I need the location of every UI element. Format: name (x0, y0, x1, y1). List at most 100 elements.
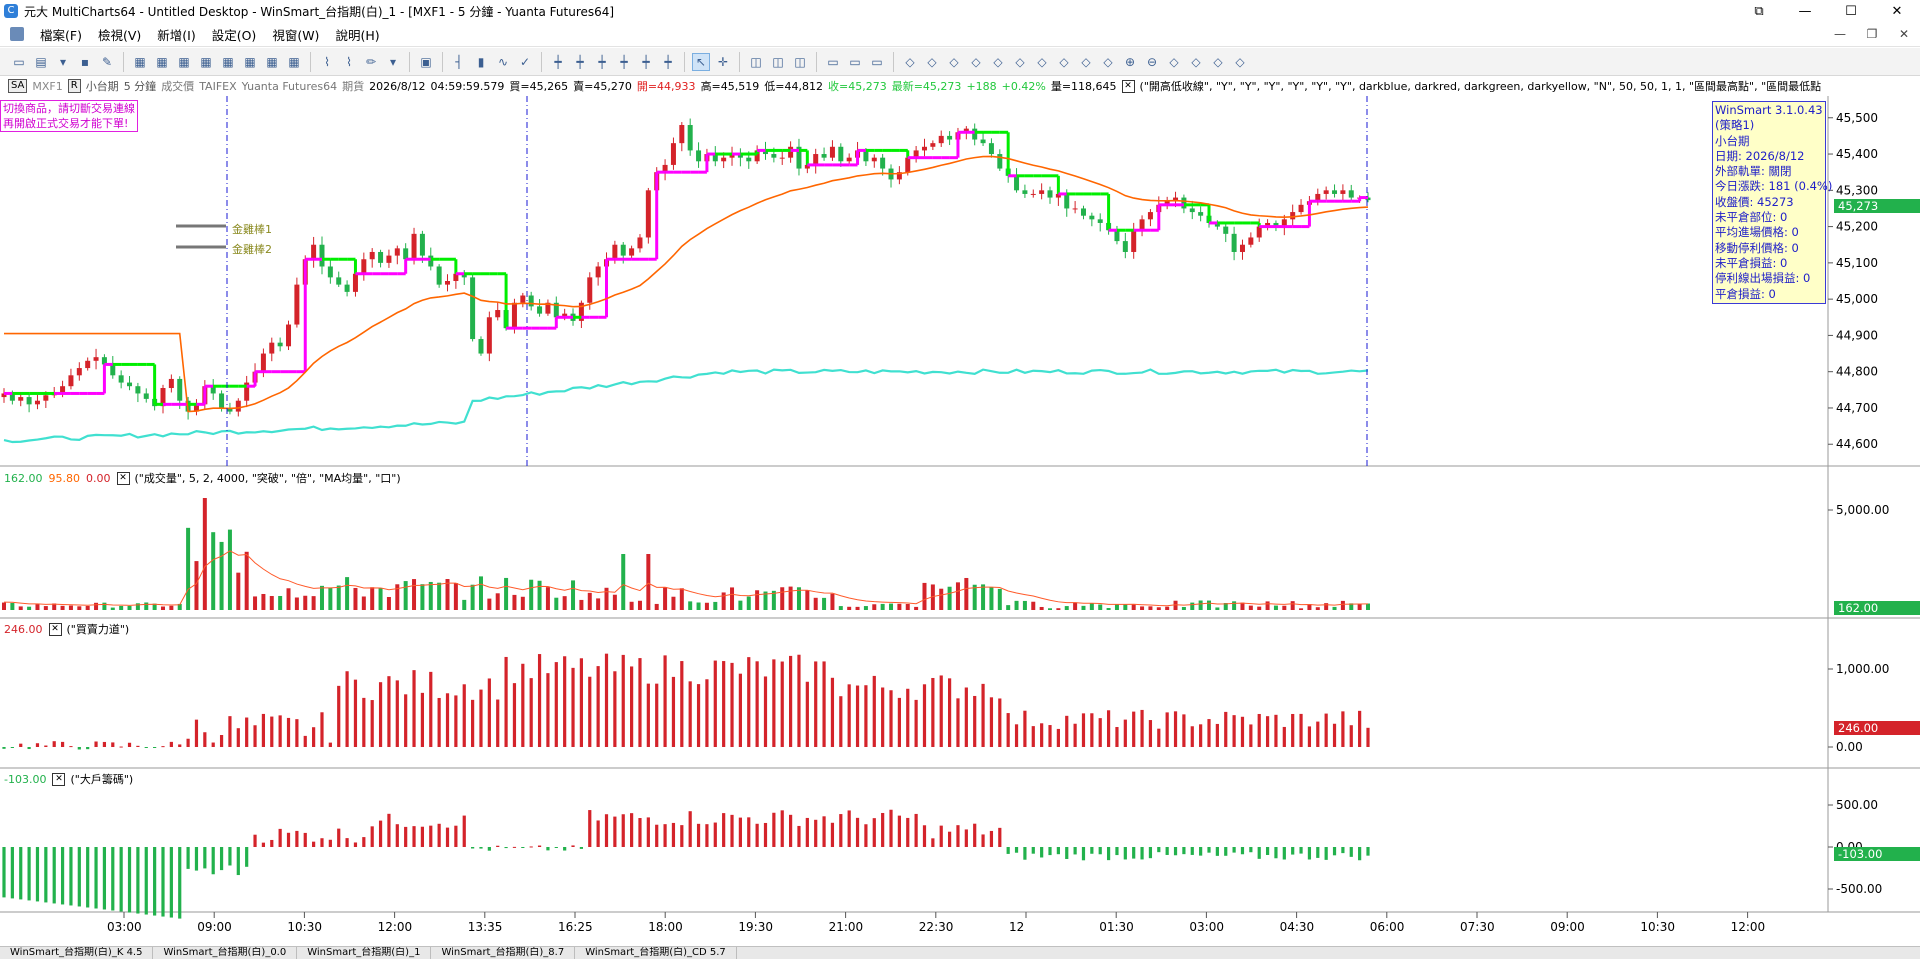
nav-icon[interactable]: ◇ (949, 54, 959, 69)
zoom-in-icon[interactable]: ⊕ (1124, 54, 1136, 69)
chart-icon[interactable]: ▦ (266, 54, 278, 69)
nav-icon[interactable]: ◇ (1169, 54, 1179, 69)
volume-bar (1324, 603, 1329, 610)
snap-button[interactable]: ⧉ (1754, 3, 1764, 19)
sa-dropdown[interactable]: SA (8, 79, 28, 93)
workspace-tab[interactable]: WinSmart_台指期(白)_1 (297, 947, 432, 959)
workspace-tab[interactable]: WinSmart_台指期(白)_K 4.5 (0, 947, 154, 959)
window-icon[interactable]: ▭ (13, 54, 25, 69)
volume-bar (269, 596, 274, 610)
ohlc-icon[interactable]: ┿ (642, 54, 650, 69)
tool-icon[interactable]: ◫ (794, 54, 806, 69)
chart-icon[interactable]: ▦ (156, 54, 168, 69)
nav-icon[interactable]: ◇ (1213, 54, 1223, 69)
volume-panel-header: 162.00 95.80 0.00 ✕ ("成交量", 5, 2, 4000, … (4, 470, 401, 486)
power-study-close-icon[interactable]: ✕ (48, 622, 62, 636)
power-bar (253, 725, 257, 747)
nav-icon[interactable]: ◇ (993, 54, 1003, 69)
ohlc-icon[interactable]: ┿ (576, 54, 584, 69)
workspace-tab[interactable]: WinSmart_台指期(白)_CD 5.7 (575, 947, 737, 959)
window-icon[interactable]: ▭ (849, 54, 861, 69)
volume-bar (35, 604, 40, 610)
menu-help[interactable]: 說明(H) (335, 27, 380, 43)
nav-icon[interactable]: ◇ (1037, 54, 1047, 69)
menu-file[interactable]: 檔案(F) (40, 27, 82, 43)
chart-icon[interactable]: ▦ (244, 54, 256, 69)
whale-bar (19, 847, 23, 900)
mdi-restore-button[interactable]: ❐ (1866, 27, 1878, 41)
chart-icon[interactable]: ▦ (288, 54, 300, 69)
whale-bar (362, 837, 366, 847)
tool-icon[interactable]: ◫ (750, 54, 762, 69)
bar-icon[interactable]: ┤ (455, 54, 463, 69)
candle-body (386, 255, 392, 263)
workspace-tab[interactable]: WinSmart_台指期(白)_8.7 (431, 947, 576, 959)
whale-bar (420, 826, 425, 847)
mdi-close-button[interactable]: ✕ (1898, 27, 1910, 41)
chart-icon[interactable]: ▦ (200, 54, 212, 69)
candle-body (921, 146, 927, 151)
window-icon[interactable]: ▭ (827, 54, 839, 69)
minimize-button[interactable]: — (1798, 3, 1812, 19)
nav-icon[interactable]: ◇ (971, 54, 981, 69)
mdi-minimize-button[interactable]: — (1834, 27, 1846, 41)
nav-icon[interactable]: ◇ (1015, 54, 1025, 69)
cursor-icon[interactable]: ↖ (692, 52, 710, 71)
chart-icon[interactable]: ▦ (134, 54, 146, 69)
tool-icon[interactable]: ◫ (772, 54, 784, 69)
menu-window[interactable]: 視窗(W) (272, 27, 320, 43)
ohlc-icon[interactable]: ┿ (664, 54, 672, 69)
menu-view[interactable]: 檢視(V) (97, 27, 142, 43)
nav-icon[interactable]: ◇ (1235, 54, 1245, 69)
nav-icon[interactable]: ◇ (1081, 54, 1091, 69)
chart-icon[interactable]: ▦ (222, 54, 234, 69)
power-bar (10, 747, 14, 748)
whale-study-close-icon[interactable]: ✕ (52, 772, 66, 786)
folder-icon[interactable]: ▤ (35, 54, 47, 69)
ws-line: 收盤價: 45273 (1715, 194, 1794, 209)
whale-bar (203, 847, 207, 869)
zoom-out-icon[interactable]: ⊖ (1146, 54, 1158, 69)
format-icon[interactable]: ▣ (420, 54, 432, 69)
candle-body (369, 251, 375, 260)
drawing-icon[interactable]: ✏ (365, 54, 377, 69)
indicator-icon[interactable]: ⌇ (324, 54, 330, 69)
nav-icon[interactable]: ◇ (1191, 54, 1201, 69)
workspace-tab[interactable]: WinSmart_台指期(白)_0.0 (153, 947, 298, 959)
whale-bar (571, 845, 575, 847)
nav-icon[interactable]: ◇ (905, 54, 915, 69)
line-icon[interactable]: ∿ (497, 54, 509, 69)
nav-icon[interactable]: ◇ (1059, 54, 1069, 69)
indicator-icon[interactable]: ⌇ (346, 54, 352, 69)
power-bar (671, 676, 676, 747)
save-icon[interactable]: ▪ (80, 54, 90, 69)
candle-body (838, 146, 844, 162)
dropdown-icon[interactable]: ▾ (389, 54, 397, 69)
ws-line: 平均進場價格: 0 (1715, 225, 1799, 240)
window-icon[interactable]: ▭ (871, 54, 883, 69)
candle-icon[interactable]: ▮ (477, 54, 485, 69)
ohlc-icon[interactable]: ┿ (620, 54, 628, 69)
nav-icon[interactable]: ◇ (1103, 54, 1113, 69)
chart-icon[interactable]: ▦ (178, 54, 190, 69)
ohlc-icon[interactable]: ┿ (598, 54, 606, 69)
check-icon[interactable]: ✓ (519, 54, 531, 69)
maximize-button[interactable]: ☐ (1845, 3, 1857, 19)
edit-icon[interactable]: ✎ (101, 54, 113, 69)
study-close-icon[interactable]: ✕ (1121, 79, 1135, 93)
menu-settings[interactable]: 設定(O) (211, 27, 257, 43)
dropdown-icon[interactable]: ▾ (59, 54, 67, 69)
crosshair-icon[interactable]: ✛ (717, 54, 729, 69)
volume-bar (160, 606, 165, 610)
whale-bar (931, 838, 935, 847)
ohlc-icon[interactable]: ┿ (554, 54, 562, 69)
document-icon[interactable] (10, 27, 24, 41)
candle-body (419, 233, 425, 256)
close-button[interactable]: ✕ (1891, 3, 1903, 19)
volume-study-close-icon[interactable]: ✕ (116, 471, 130, 485)
volume-bar (997, 588, 1002, 610)
menu-insert[interactable]: 新增(I) (157, 27, 196, 43)
nav-icon[interactable]: ◇ (927, 54, 937, 69)
r-dropdown[interactable]: R (67, 79, 81, 93)
